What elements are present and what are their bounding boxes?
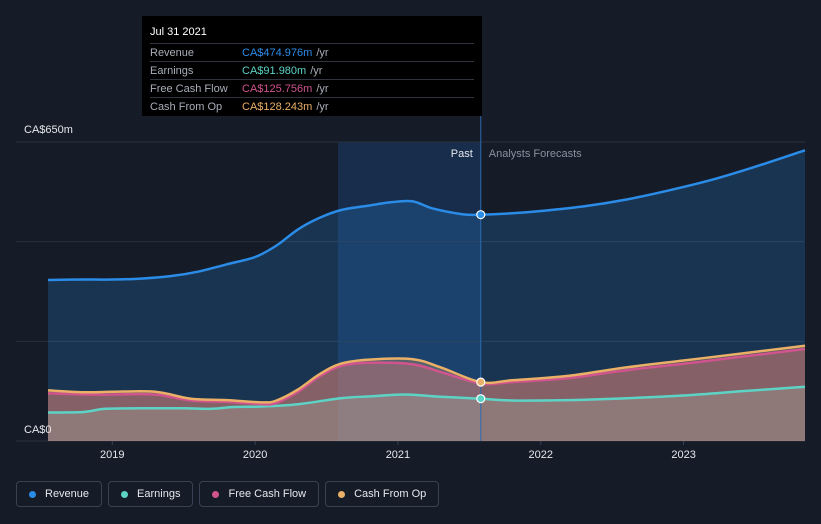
tooltip-row-revenue: Revenue CA$474.976m /yr bbox=[150, 43, 474, 61]
tooltip-label: Cash From Op bbox=[150, 100, 223, 113]
marker-revenue bbox=[476, 210, 486, 220]
tooltip-label: Free Cash Flow bbox=[150, 82, 228, 95]
area-earnings bbox=[48, 386, 805, 441]
gridlines bbox=[16, 141, 805, 442]
y-axis-top-label: CA$650m bbox=[24, 124, 73, 136]
legend-item-revenue[interactable]: Revenue bbox=[16, 481, 103, 507]
legend-label: Earnings bbox=[137, 488, 181, 500]
tooltip-value: CA$128.243m bbox=[242, 100, 313, 113]
x-tick-label: 2021 bbox=[386, 449, 410, 461]
tooltip-value: CA$474.976m bbox=[242, 46, 313, 59]
legend-dot-icon bbox=[212, 490, 220, 498]
line-cash-from-op bbox=[47, 344, 806, 404]
tooltip-row-free-cash-flow: Free Cash Flow CA$125.756m /yr bbox=[150, 79, 474, 97]
line-revenue bbox=[47, 149, 806, 282]
marker-earnings bbox=[476, 394, 486, 404]
legend-item-free-cash-flow[interactable]: Free Cash Flow bbox=[199, 481, 320, 507]
legend-label: Revenue bbox=[45, 488, 90, 500]
tooltip-row-cash-from-op: Cash From Op CA$128.243m /yr bbox=[150, 97, 474, 115]
forecast-highlight bbox=[337, 142, 481, 441]
legend: Revenue Earnings Free Cash Flow Cash Fro… bbox=[16, 481, 440, 507]
y-axis-bottom-label: CA$0 bbox=[24, 424, 52, 436]
legend-item-earnings[interactable]: Earnings bbox=[108, 481, 194, 507]
tooltip-value: CA$125.756m bbox=[242, 82, 313, 95]
tooltip: Jul 31 2021 Revenue CA$474.976m /yr Earn… bbox=[142, 16, 482, 116]
legend-item-cash-from-op[interactable]: Cash From Op bbox=[325, 481, 440, 507]
line-earnings bbox=[47, 385, 806, 414]
legend-label: Free Cash Flow bbox=[228, 488, 307, 500]
series-lines bbox=[47, 149, 806, 414]
marker-cash-from-op bbox=[476, 377, 486, 387]
legend-label: Cash From Op bbox=[354, 488, 427, 500]
tooltip-unit: /yr bbox=[310, 64, 323, 77]
tooltip-date: Jul 31 2021 bbox=[150, 26, 207, 38]
x-tick-label: 2020 bbox=[243, 449, 267, 461]
forecast-label: Analysts Forecasts bbox=[489, 148, 582, 160]
legend-dot-icon bbox=[29, 490, 36, 498]
tooltip-label: Earnings bbox=[150, 64, 194, 77]
x-tick-label: 2023 bbox=[671, 449, 695, 461]
hover-markers bbox=[476, 210, 486, 404]
x-tick-label: 2022 bbox=[529, 449, 553, 461]
x-axis-ticks: 2019 2020 2021 2022 2023 bbox=[100, 441, 696, 461]
tooltip-value: CA$91.980m bbox=[242, 64, 307, 77]
legend-dot-icon bbox=[338, 490, 346, 498]
line-free-cash-flow bbox=[47, 347, 806, 406]
tooltip-unit: /yr bbox=[316, 82, 329, 95]
x-tick-label: 2019 bbox=[100, 449, 124, 461]
legend-dot-icon bbox=[121, 490, 129, 498]
tooltip-unit: /yr bbox=[316, 100, 329, 113]
tooltip-unit: /yr bbox=[316, 46, 329, 59]
tooltip-label: Revenue bbox=[150, 46, 195, 59]
tooltip-row-earnings: Earnings CA$91.980m /yr bbox=[150, 61, 474, 79]
past-label: Past bbox=[451, 148, 473, 160]
